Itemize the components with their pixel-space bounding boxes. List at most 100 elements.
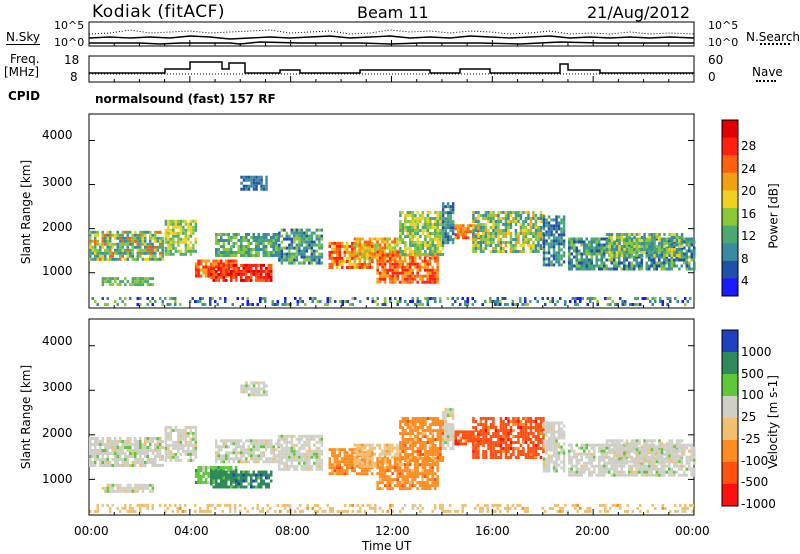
heatmap-cell	[222, 454, 225, 458]
heatmap-cell	[575, 252, 578, 256]
heatmap-cell	[290, 231, 294, 235]
heatmap-cell	[179, 452, 183, 456]
heatmap-cell	[270, 442, 273, 446]
heatmap-cell	[519, 250, 523, 253]
heatmap-cell	[414, 250, 417, 253]
heatmap-cell	[290, 246, 294, 250]
heatmap-cell	[474, 241, 478, 244]
heatmap-cell	[271, 300, 274, 303]
heatmap-cell	[418, 274, 422, 278]
heatmap-cell	[212, 485, 215, 489]
heatmap-cell	[293, 449, 296, 453]
heatmap-cell	[336, 253, 339, 257]
heatmap-cell	[320, 461, 324, 465]
heatmap-cell	[177, 240, 180, 244]
heatmap-cell	[399, 444, 402, 447]
heatmap-cell	[446, 211, 450, 215]
heatmap-cell	[167, 443, 170, 447]
heatmap-cell	[187, 431, 190, 435]
heatmap-cell	[393, 237, 397, 241]
heatmap-cell	[524, 235, 528, 238]
heatmap-cell	[618, 261, 621, 265]
heatmap-cell	[179, 437, 183, 441]
heatmap-cell	[424, 459, 427, 462]
heatmap-cell	[270, 269, 273, 273]
heatmap-cell	[262, 442, 265, 446]
heatmap-cell	[242, 479, 245, 483]
heatmap-cell	[588, 246, 591, 250]
heatmap-cell	[502, 217, 505, 220]
heatmap-cell	[124, 464, 127, 467]
heatmap-cell	[514, 217, 518, 220]
heatmap-cell	[426, 214, 430, 217]
heatmap-cell	[383, 259, 387, 263]
heatmap-cell	[586, 297, 589, 300]
heatmap-cell	[487, 235, 490, 238]
heatmap-cell	[404, 459, 407, 462]
heatmap-cell	[615, 251, 619, 254]
heatmap-cell	[444, 211, 447, 215]
heatmap-cell	[257, 457, 260, 461]
heatmap-cell	[106, 440, 109, 443]
heatmap-cell	[401, 232, 405, 235]
heatmap-cell	[665, 258, 668, 262]
heatmap-cell	[257, 482, 260, 486]
heatmap-cell	[434, 247, 437, 250]
heatmap-cell	[512, 244, 515, 247]
heatmap-cell	[542, 224, 546, 228]
heatmap-cell	[174, 452, 178, 456]
heatmap-cell	[356, 455, 359, 459]
heatmap-cell	[446, 441, 450, 445]
heatmap-cell	[156, 248, 159, 252]
heatmap-cell	[199, 297, 202, 300]
heatmap-cell	[416, 435, 420, 438]
heatmap-cell	[338, 463, 341, 467]
heatmap-cell	[462, 430, 465, 434]
heatmap-cell	[401, 271, 404, 275]
heatmap-cell	[416, 268, 419, 272]
heatmap-cell	[255, 454, 258, 458]
heatmap-cell	[259, 297, 262, 300]
heatmap-cell	[368, 449, 372, 453]
heatmap-cell	[388, 256, 392, 260]
heatmap-cell	[411, 277, 414, 281]
heatmap-cell	[423, 481, 427, 485]
heatmap-cell	[406, 463, 409, 467]
heatmap-cell	[479, 438, 483, 441]
heatmap-cell	[449, 426, 452, 430]
heatmap-cell	[641, 297, 644, 300]
heatmap-cell	[522, 238, 525, 241]
heatmap-cell	[557, 227, 561, 231]
heatmap-cell	[686, 300, 689, 303]
heatmap-cell	[305, 443, 309, 447]
heatmap-cell	[366, 461, 369, 465]
heatmap-cell	[539, 247, 543, 250]
heatmap-cell	[414, 226, 417, 229]
heatmap-cell	[227, 274, 230, 278]
heatmap-cell	[194, 425, 198, 429]
heatmap-cell	[391, 240, 394, 244]
heatmap-cell	[451, 423, 455, 427]
heatmap-cell	[227, 466, 230, 469]
heatmap-cell	[146, 277, 150, 281]
heatmap-cell	[431, 217, 435, 220]
heatmap-cell	[260, 387, 263, 391]
heatmap-cell	[512, 250, 515, 253]
heatmap-cell	[237, 239, 240, 242]
heatmap-cell	[436, 447, 440, 450]
heatmap-cell	[154, 461, 157, 464]
heatmap-cell	[167, 237, 170, 241]
heatmap-cell	[497, 217, 500, 220]
heatmap-cell	[194, 452, 198, 456]
heatmap-cell	[580, 264, 583, 268]
heatmap-cell	[341, 259, 344, 263]
heatmap-cell	[423, 268, 427, 272]
heatmap-cell	[363, 446, 367, 450]
nsearch-tick-hi: 10^5	[708, 19, 739, 32]
heatmap-cell	[534, 297, 537, 300]
heatmap-cell	[474, 438, 478, 441]
heatmap-cell	[386, 460, 389, 464]
heatmap-cell	[663, 261, 666, 265]
heatmap-cell	[250, 448, 253, 452]
heatmap-cell	[134, 446, 137, 449]
